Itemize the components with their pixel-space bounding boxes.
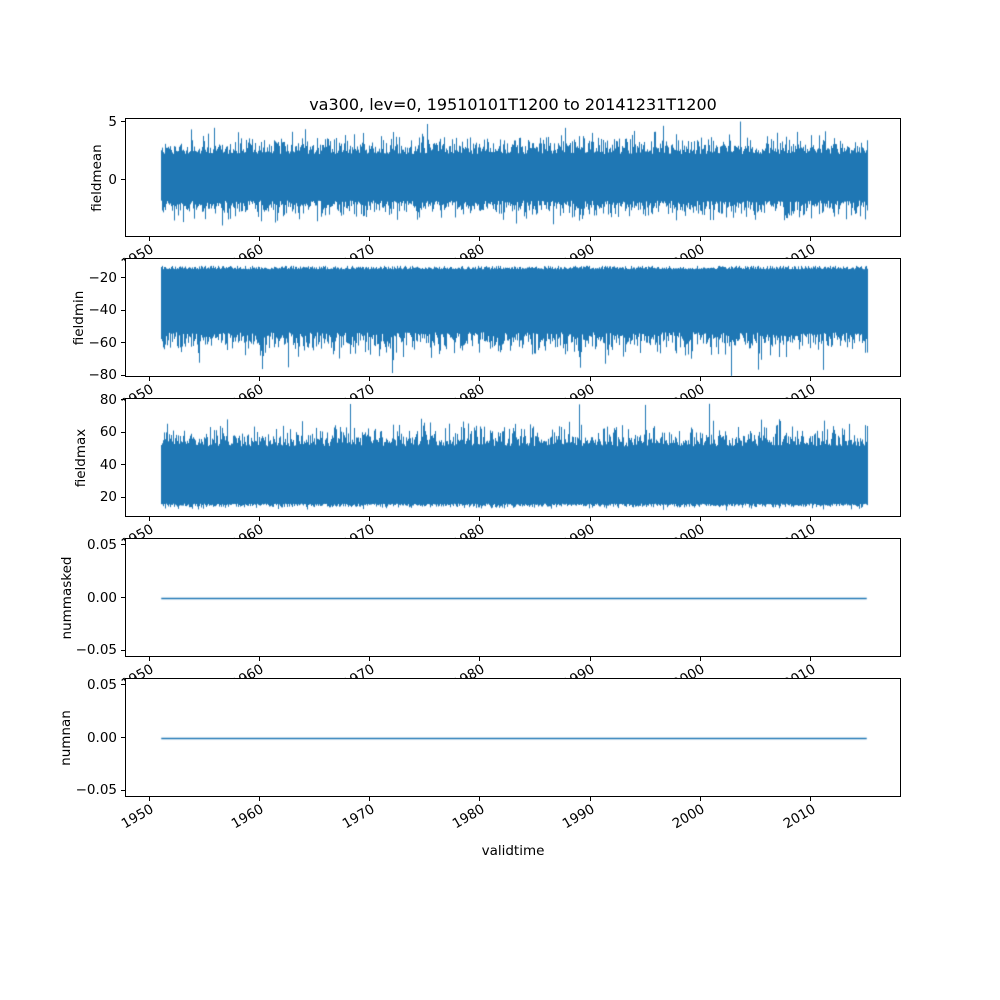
x-tick-mark: [369, 237, 371, 241]
x-tick-label: 1980: [449, 801, 488, 833]
x-tick-mark: [699, 657, 701, 661]
y-tick-mark: [121, 121, 125, 122]
y-tick-mark: [121, 342, 125, 344]
x-tick-label: 1990: [559, 801, 598, 833]
series-canvas-fieldmax: [126, 399, 902, 518]
x-tick-mark: [479, 377, 481, 381]
y-tick-mark: [121, 649, 125, 651]
series-canvas-fieldmin: [126, 259, 902, 378]
plot-area-fieldmax: [125, 398, 902, 518]
y-tick-mark: [121, 496, 125, 498]
x-tick-mark: [258, 657, 260, 661]
x-tick-mark: [699, 377, 701, 381]
y-tick-mark: [121, 737, 125, 738]
plot-area-numnan: [125, 678, 902, 798]
x-tick-mark: [479, 237, 481, 241]
x-tick-mark: [148, 517, 150, 521]
series-canvas-nummasked: [126, 539, 902, 658]
y-tick-label: −60: [88, 334, 118, 351]
x-tick-label: 1970: [339, 801, 378, 833]
x-tick-label: 2000: [670, 801, 708, 833]
y-tick-mark: [121, 597, 125, 598]
x-axis-label: validtime: [481, 843, 545, 859]
x-tick-mark: [699, 797, 701, 801]
x-tick-mark: [479, 797, 481, 801]
x-tick-mark: [369, 797, 371, 801]
y-tick-mark: [121, 179, 125, 181]
y-tick-label: −0.05: [75, 642, 117, 659]
y-axis-label-numnan: numnan: [58, 709, 74, 766]
y-tick-label: 40: [99, 456, 117, 473]
x-tick-mark: [589, 797, 591, 801]
y-tick-mark: [121, 399, 125, 401]
x-tick-mark: [258, 237, 260, 241]
y-tick-mark: [121, 277, 125, 279]
x-tick-mark: [589, 517, 591, 521]
x-tick-mark: [479, 657, 481, 661]
figure-title: va300, lev=0, 19510101T1200 to 20141231T…: [309, 95, 717, 114]
x-tick-mark: [810, 377, 812, 381]
y-tick-mark: [121, 464, 125, 466]
plot-area-nummasked: [125, 538, 902, 658]
y-tick-label: −20: [88, 269, 118, 286]
x-tick-mark: [369, 657, 371, 661]
y-tick-label: 0.00: [86, 589, 117, 606]
y-tick-label: −40: [88, 302, 118, 319]
x-tick-mark: [699, 237, 701, 241]
x-tick-mark: [148, 237, 150, 241]
x-tick-mark: [699, 517, 701, 521]
y-tick-label: 80: [99, 391, 117, 408]
x-tick-label: 1950: [118, 801, 157, 833]
y-tick-mark: [121, 789, 125, 791]
x-tick-mark: [369, 377, 371, 381]
x-tick-mark: [479, 517, 481, 521]
x-tick-label: 2010: [780, 801, 819, 833]
x-tick-mark: [810, 517, 812, 521]
y-tick-label: 5: [108, 113, 117, 130]
y-tick-mark: [121, 544, 125, 546]
x-tick-mark: [589, 237, 591, 241]
x-tick-mark: [369, 517, 371, 521]
x-tick-label: 1960: [229, 801, 267, 833]
x-tick-mark: [258, 797, 260, 801]
y-tick-mark: [121, 684, 125, 686]
x-tick-mark: [258, 517, 260, 521]
y-tick-label: 20: [99, 489, 117, 506]
y-tick-mark: [121, 431, 125, 433]
y-tick-label: −0.05: [75, 782, 117, 799]
y-tick-label: 0.00: [86, 729, 117, 746]
y-tick-label: 0.05: [86, 676, 117, 693]
series-canvas-fieldmean: [126, 119, 902, 238]
x-tick-mark: [810, 797, 812, 801]
y-tick-mark: [121, 309, 125, 311]
y-tick-label: −80: [88, 367, 118, 384]
plot-area-fieldmin: [125, 258, 902, 378]
x-tick-mark: [148, 797, 150, 801]
x-tick-mark: [589, 377, 591, 381]
series-canvas-numnan: [126, 679, 902, 798]
plot-area-fieldmean: [125, 118, 902, 238]
x-tick-mark: [258, 377, 260, 381]
y-tick-label: 0.05: [86, 536, 117, 553]
x-tick-mark: [148, 657, 150, 661]
y-tick-label: 0: [108, 171, 117, 188]
y-tick-mark: [121, 374, 125, 376]
y-tick-label: 60: [99, 424, 117, 441]
x-tick-mark: [810, 237, 812, 241]
x-tick-mark: [810, 657, 812, 661]
x-tick-mark: [148, 377, 150, 381]
x-tick-mark: [589, 657, 591, 661]
